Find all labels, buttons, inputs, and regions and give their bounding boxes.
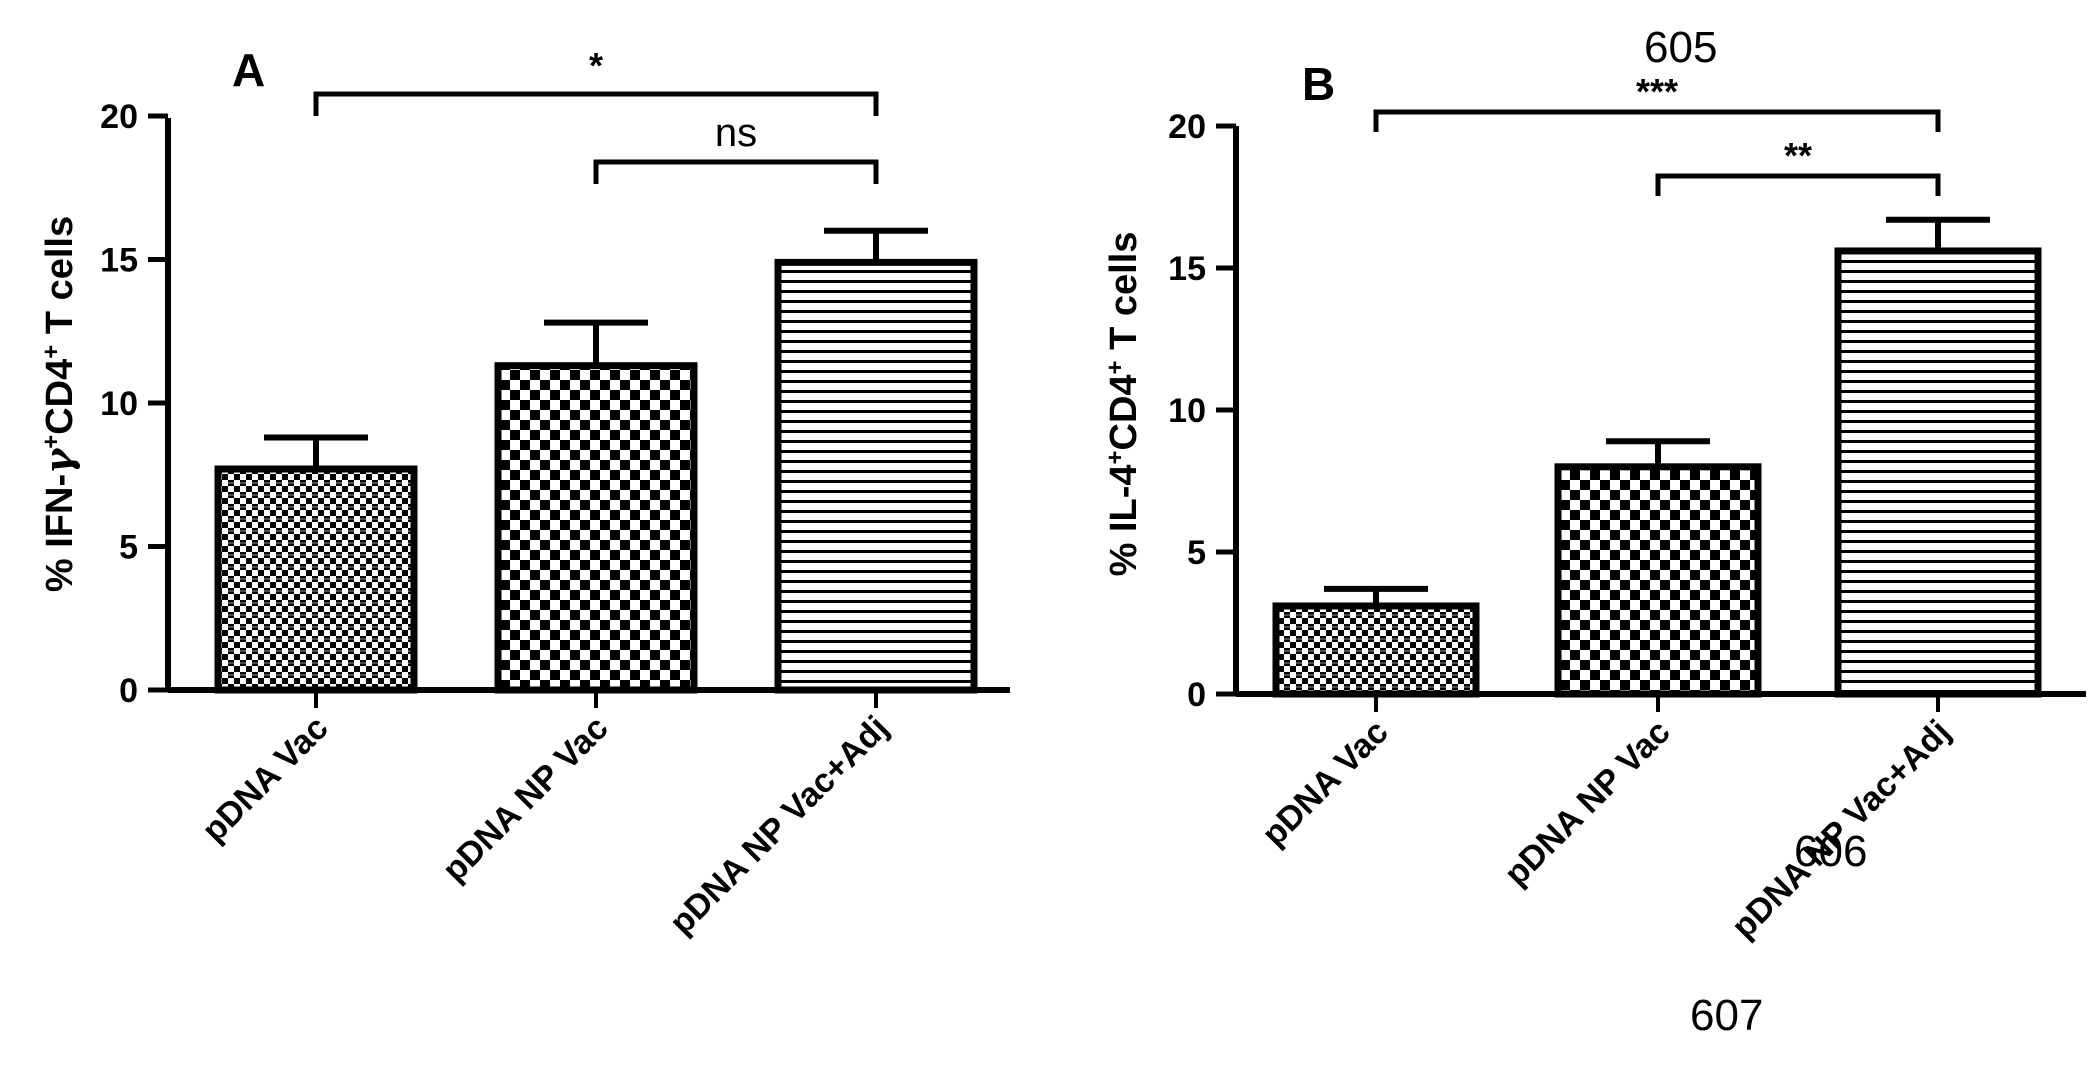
significance-bracket [1373, 109, 1941, 132]
y-tick-label: 15 [1168, 250, 1206, 288]
significance-label: ns [715, 111, 757, 155]
bars [1272, 216, 2042, 712]
y-tick-label: 20 [1168, 108, 1206, 146]
overlay-number-607: 607 [1690, 991, 1763, 1040]
significance-bracket [313, 91, 879, 116]
y-tick-label: 5 [119, 529, 138, 567]
x-category-label: pDNA NP Vac+Adj [662, 709, 895, 942]
significance-bracket [593, 159, 879, 184]
bars [214, 227, 978, 708]
bar [774, 258, 978, 694]
y-ticks: 0 5 10 15 20 [100, 98, 168, 710]
y-tick-label: 10 [100, 385, 138, 423]
y-ticks: 0 5 10 15 20 [1168, 108, 1236, 714]
overlay-number-606: 606 [1794, 827, 1867, 876]
x-category-label: pDNA Vac [195, 709, 336, 850]
y-tick-label: 15 [100, 242, 138, 280]
x-category-label: pDNA NP Vac [1497, 713, 1678, 894]
bar [1554, 463, 1762, 698]
significance-label: * [589, 45, 603, 86]
x-category-labels: pDNA Vac pDNA NP Vac pDNA NP Vac+Adj [195, 709, 896, 942]
significance-brackets: * ns [313, 45, 879, 184]
bar [214, 465, 418, 694]
significance-brackets: ***** [1373, 71, 1941, 196]
significance-label: ** [1784, 135, 1812, 176]
y-axis-title: % IFN-γ+CD4+ T cells [36, 216, 81, 592]
y-tick-label: 20 [100, 98, 138, 136]
overlay-number-605: 605 [1644, 23, 1717, 72]
significance-label: *** [1636, 71, 1678, 112]
y-tick-label: 5 [1187, 534, 1206, 572]
y-tick-label: 10 [1168, 392, 1206, 430]
x-category-label: pDNA NP Vac [435, 709, 616, 890]
panel-a-chart: A 0 5 10 15 20 pDNA Vac pDNA NP Vac pDNA NP Va… [36, 44, 1010, 942]
y-tick-label: 0 [119, 672, 138, 710]
bar [1834, 247, 2042, 698]
y-axis-title: % IL-4+CD4+ T cells [1102, 232, 1146, 577]
y-tick-label: 0 [1187, 676, 1206, 714]
bar [1272, 602, 1480, 698]
x-category-label: pDNA Vac [1255, 713, 1396, 854]
significance-bracket [1655, 173, 1941, 196]
bar [494, 362, 698, 694]
panel-a-letter: A [232, 44, 265, 96]
panel-b-letter: B [1302, 58, 1335, 110]
